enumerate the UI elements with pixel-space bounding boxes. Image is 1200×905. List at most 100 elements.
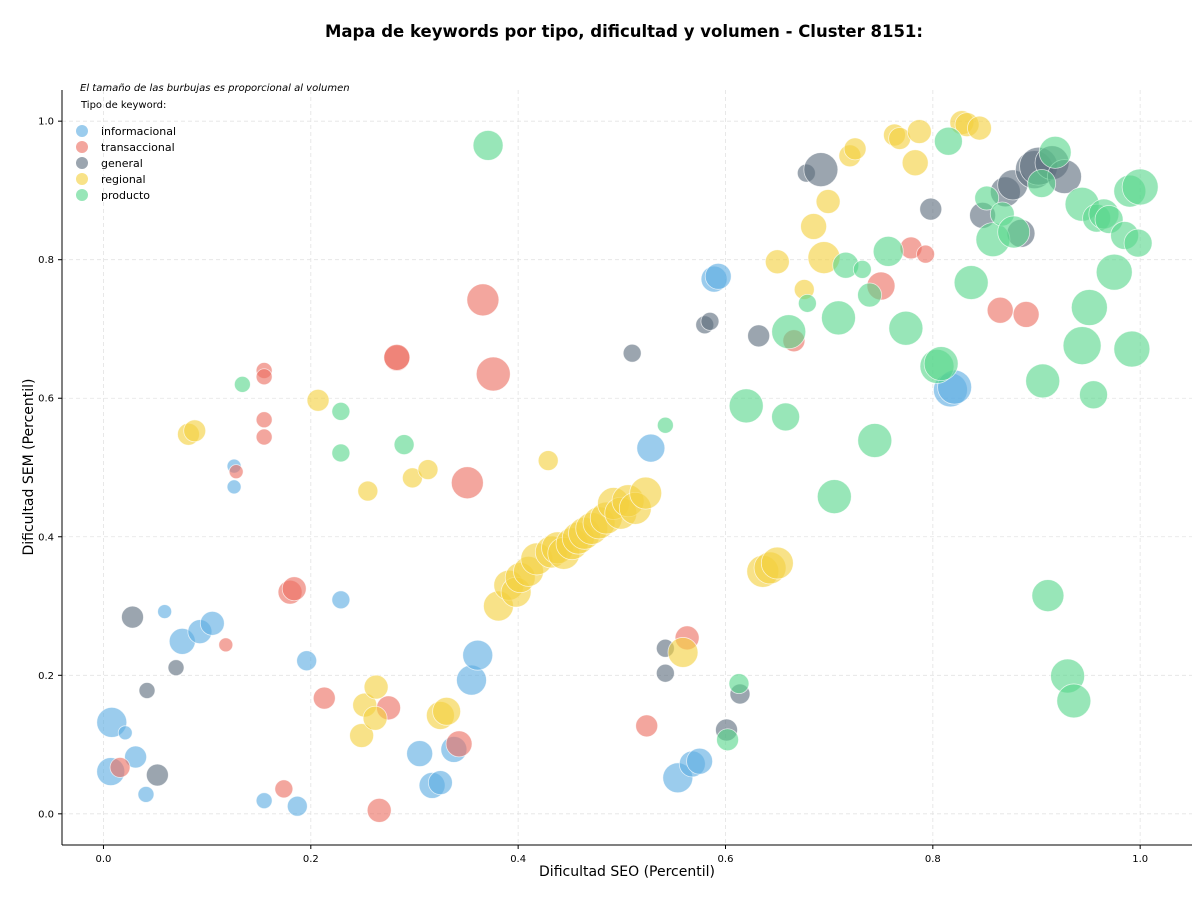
legend-label-general: general xyxy=(101,157,143,170)
y-tick-label: 0.4 xyxy=(38,532,54,543)
bubble-regional xyxy=(629,476,663,510)
bubble-producto xyxy=(233,375,251,393)
bubble-informacional xyxy=(255,792,273,810)
bubble-producto xyxy=(821,300,856,336)
bubble-producto xyxy=(872,235,904,267)
bubble-producto xyxy=(728,388,764,424)
bubble-producto xyxy=(1031,579,1065,613)
bubble-regional xyxy=(432,696,462,726)
bubble-producto xyxy=(857,423,893,458)
bubble-transaccional xyxy=(450,466,484,500)
bubble-transaccional xyxy=(475,356,511,392)
bubble-informacional xyxy=(406,740,434,767)
bubble-regional xyxy=(417,459,439,480)
bubble-producto xyxy=(1062,326,1102,365)
bubble-regional xyxy=(537,450,559,471)
x-tick-label: 1.0 xyxy=(1132,854,1148,865)
bubble-transaccional xyxy=(109,757,131,778)
bubble-transaccional xyxy=(274,779,294,799)
bubble-informacional xyxy=(226,479,242,495)
bubble-regional xyxy=(183,419,207,443)
legend-marker-producto xyxy=(76,189,88,201)
y-tick-label: 0.8 xyxy=(38,255,54,266)
bubble-informacional xyxy=(286,795,308,817)
legend-title: Tipo de keyword: xyxy=(80,100,166,111)
bubble-informacional xyxy=(296,650,318,672)
bubble-regional xyxy=(800,213,828,240)
bubble-general xyxy=(803,152,839,188)
bubble-transaccional xyxy=(986,296,1014,324)
x-tick-label: 0.8 xyxy=(925,854,941,865)
bubble-informacional xyxy=(124,745,148,769)
bubble-producto xyxy=(393,434,415,456)
bubble-regional xyxy=(363,674,389,700)
y-tick-label: 0.2 xyxy=(38,671,54,682)
bubble-regional xyxy=(760,546,794,580)
bubble-regional xyxy=(306,388,330,412)
bubble-producto xyxy=(1038,135,1072,169)
legend-note: El tamaño de las burbujas es proporciona… xyxy=(80,83,350,94)
bubble-informacional xyxy=(636,433,666,463)
legend-marker-general xyxy=(76,157,88,169)
legend-marker-regional xyxy=(76,173,88,185)
legend-label-producto: producto xyxy=(101,189,150,202)
bubble-general xyxy=(700,311,720,331)
bubble-producto xyxy=(857,282,882,308)
y-ticks: 0.0 0.2 0.4 0.6 0.8 1.0 xyxy=(38,117,62,820)
bubble-general xyxy=(919,197,943,221)
bubble-transaccional xyxy=(228,464,244,480)
bubble-producto xyxy=(771,314,807,350)
bubble-general xyxy=(138,682,156,699)
bubble-producto xyxy=(933,126,963,156)
x-tick-label: 0.4 xyxy=(510,854,526,865)
bubble-producto xyxy=(974,185,1000,211)
bubble-producto xyxy=(797,293,817,313)
bubble-general xyxy=(747,324,771,348)
bubble-informacional xyxy=(462,639,494,671)
x-axis-label: Dificultad SEO (Percentil) xyxy=(539,864,715,880)
bubble-transaccional xyxy=(312,686,336,710)
bubble-producto xyxy=(852,259,872,279)
bubble-regional xyxy=(357,480,379,502)
bubble-transaccional xyxy=(255,411,273,429)
bubble-producto xyxy=(472,130,504,161)
bubble-regional xyxy=(764,249,790,275)
bubble-general xyxy=(167,659,185,677)
bubble-transaccional xyxy=(255,428,273,446)
bubble-regional xyxy=(967,115,992,141)
bubble-regional xyxy=(843,137,867,161)
bubble-transaccional xyxy=(466,283,500,317)
bubble-informacional xyxy=(331,590,351,610)
legend-entries: informacional transaccional general regiona… xyxy=(76,125,176,202)
bubble-transaccional xyxy=(218,637,234,653)
bubble-producto xyxy=(771,402,801,432)
bubble-general xyxy=(622,343,642,363)
bubble-regional xyxy=(815,189,841,214)
bubble-producto xyxy=(1025,363,1061,399)
bubble-producto xyxy=(1113,330,1151,368)
bubble-producto xyxy=(923,346,959,382)
bubble-producto xyxy=(1123,228,1153,258)
legend-label-regional: regional xyxy=(101,173,146,186)
bubble-producto xyxy=(656,416,674,434)
bubble-regional xyxy=(906,119,932,144)
bubble-informacional xyxy=(137,786,155,803)
bubble-producto xyxy=(716,728,739,752)
x-tick-label: 0.2 xyxy=(303,854,319,865)
legend-label-transaccional: transaccional xyxy=(101,141,175,154)
bubble-producto xyxy=(331,401,351,421)
bubble-informacional xyxy=(704,262,732,290)
x-tick-label: 0.0 xyxy=(96,854,112,865)
bubble-informacional xyxy=(117,725,133,741)
bubble-producto xyxy=(1095,253,1133,291)
bubble-regional xyxy=(362,705,388,731)
bubble-producto xyxy=(1079,380,1108,410)
bubble-producto xyxy=(953,265,989,300)
bubble-producto xyxy=(816,479,852,514)
bubble-general xyxy=(655,663,675,683)
chart-title: Mapa de keywords por tipo, dificultad y … xyxy=(325,22,923,41)
axes xyxy=(61,90,1192,846)
bubble-producto xyxy=(1027,169,1057,198)
